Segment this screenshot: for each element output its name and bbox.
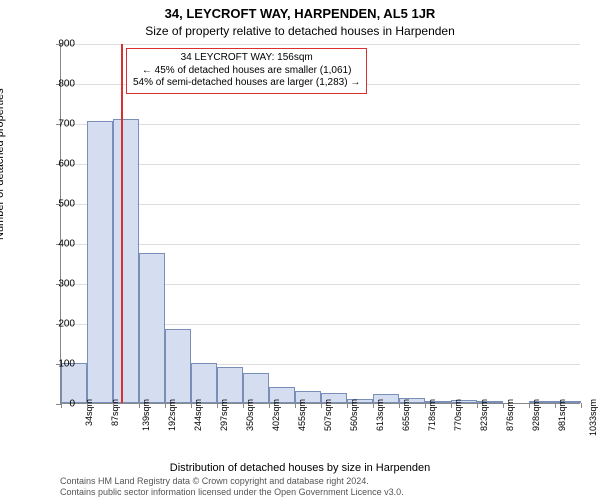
- x-tick-mark: [399, 403, 400, 408]
- x-tick-label: 87sqm: [110, 399, 120, 426]
- chart-container: 34, LEYCROFT WAY, HARPENDEN, AL5 1JR Siz…: [0, 0, 600, 500]
- x-tick-mark: [243, 403, 244, 408]
- x-tick-mark: [373, 403, 374, 408]
- y-tick-label: 800: [45, 79, 75, 90]
- y-tick-label: 300: [45, 279, 75, 290]
- x-tick-label: 402sqm: [271, 399, 281, 431]
- x-tick-label: 244sqm: [193, 399, 203, 431]
- x-tick-label: 350sqm: [245, 399, 255, 431]
- x-tick-mark: [139, 403, 140, 408]
- plot-area: 34sqm87sqm139sqm192sqm244sqm297sqm350sqm…: [60, 44, 580, 404]
- page-title: 34, LEYCROFT WAY, HARPENDEN, AL5 1JR: [0, 6, 600, 21]
- annotation-line-3: 54% of semi-detached houses are larger (…: [133, 77, 360, 90]
- x-tick-mark: [529, 403, 530, 408]
- x-tick-label: 507sqm: [323, 399, 333, 431]
- y-tick-label: 700: [45, 119, 75, 130]
- x-tick-mark: [321, 403, 322, 408]
- x-tick-label: 560sqm: [349, 399, 359, 431]
- annotation-box: 34 LEYCROFT WAY: 156sqm← 45% of detached…: [126, 48, 367, 94]
- footer-attribution: Contains HM Land Registry data © Crown c…: [60, 476, 404, 498]
- histogram-bar: [165, 329, 191, 403]
- y-tick-label: 900: [45, 39, 75, 50]
- x-tick-mark: [191, 403, 192, 408]
- y-axis-label: Number of detached properties: [0, 88, 6, 240]
- x-tick-mark: [451, 403, 452, 408]
- x-tick-mark: [477, 403, 478, 408]
- x-tick-label: 297sqm: [219, 399, 229, 431]
- histogram-bar: [113, 119, 139, 403]
- x-tick-mark: [165, 403, 166, 408]
- x-tick-label: 34sqm: [84, 399, 94, 426]
- page-subtitle: Size of property relative to detached ho…: [0, 24, 600, 38]
- annotation-line-1: 34 LEYCROFT WAY: 156sqm: [133, 52, 360, 65]
- x-tick-label: 928sqm: [531, 399, 541, 431]
- x-tick-mark: [347, 403, 348, 408]
- y-tick-label: 100: [45, 359, 75, 370]
- annotation-line-2: ← 45% of detached houses are smaller (1,…: [133, 65, 360, 78]
- x-tick-mark: [217, 403, 218, 408]
- x-tick-label: 665sqm: [401, 399, 411, 431]
- y-tick-label: 600: [45, 159, 75, 170]
- x-tick-mark: [425, 403, 426, 408]
- x-tick-label: 718sqm: [427, 399, 437, 431]
- x-tick-label: 770sqm: [453, 399, 463, 431]
- x-tick-label: 192sqm: [167, 399, 177, 431]
- x-tick-mark: [555, 403, 556, 408]
- y-tick-label: 400: [45, 239, 75, 250]
- x-axis-label: Distribution of detached houses by size …: [0, 462, 600, 474]
- gridline: [61, 44, 580, 45]
- x-tick-label: 1033sqm: [589, 399, 599, 436]
- x-tick-label: 455sqm: [297, 399, 307, 431]
- x-tick-mark: [113, 403, 114, 408]
- x-tick-label: 981sqm: [557, 399, 567, 431]
- histogram-bar: [87, 121, 113, 403]
- x-tick-mark: [503, 403, 504, 408]
- y-tick-label: 200: [45, 319, 75, 330]
- x-tick-label: 876sqm: [505, 399, 515, 431]
- x-tick-label: 823sqm: [479, 399, 489, 431]
- footer-line-2: Contains public sector information licen…: [60, 487, 404, 498]
- histogram-bar: [191, 363, 217, 403]
- x-tick-mark: [581, 403, 582, 408]
- subject-marker-line: [121, 44, 123, 403]
- x-tick-mark: [295, 403, 296, 408]
- x-tick-label: 139sqm: [141, 399, 151, 431]
- histogram-bar: [139, 253, 165, 403]
- x-tick-mark: [269, 403, 270, 408]
- histogram-bar: [217, 367, 243, 403]
- footer-line-1: Contains HM Land Registry data © Crown c…: [60, 476, 404, 487]
- x-tick-label: 613sqm: [375, 399, 385, 431]
- y-tick-label: 0: [45, 399, 75, 410]
- y-tick-label: 500: [45, 199, 75, 210]
- x-tick-mark: [87, 403, 88, 408]
